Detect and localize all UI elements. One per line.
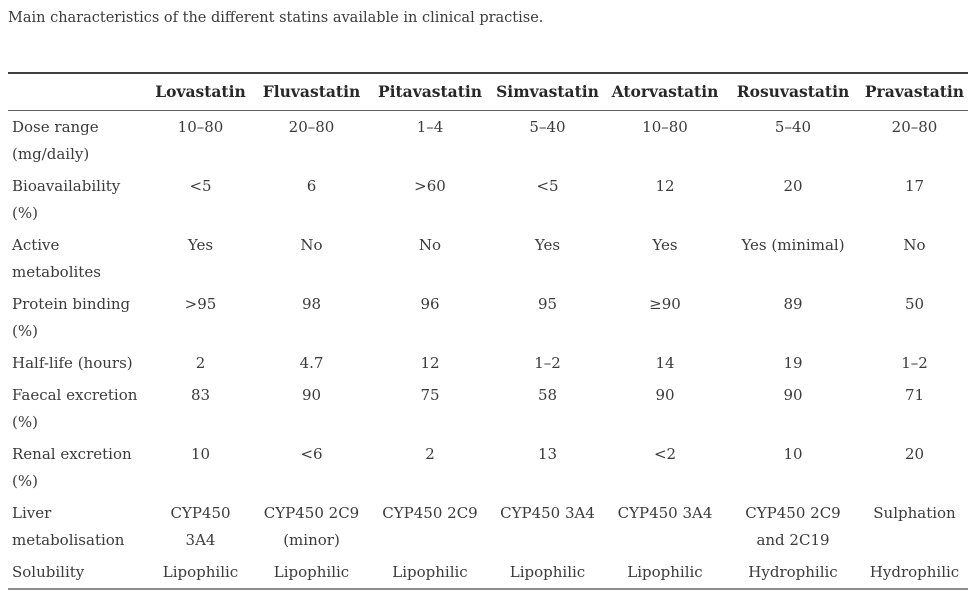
cell: 20–80 bbox=[288, 118, 335, 136]
statin-characteristics-table: Lovastatin Fluvastatin Pitavastatin Simvast… bbox=[8, 72, 968, 590]
row-label: Dose range (mg/daily) bbox=[12, 118, 99, 163]
table-header: Lovastatin Fluvastatin Pitavastatin Simvast… bbox=[8, 73, 968, 111]
cell: CYP450 3A4 bbox=[170, 504, 231, 549]
row-label: Bioavailability (%) bbox=[12, 177, 121, 222]
cell: >60 bbox=[414, 177, 446, 195]
column-header-fluvastatin: Fluvastatin bbox=[253, 73, 370, 111]
cell: 1–2 bbox=[534, 354, 561, 372]
cell: 10 bbox=[783, 445, 803, 463]
cell: Yes bbox=[652, 236, 678, 254]
table-row: Bioavailability (%) <5 6 >60 <5 12 20 17 bbox=[8, 170, 968, 229]
cell: 50 bbox=[904, 295, 925, 313]
cell: Sulphation bbox=[873, 504, 956, 522]
cell: <2 bbox=[653, 445, 677, 463]
header-row: Lovastatin Fluvastatin Pitavastatin Simvast… bbox=[8, 73, 968, 111]
cell: No bbox=[300, 236, 323, 254]
cell: Lipophilic bbox=[627, 563, 703, 581]
cell: 20 bbox=[904, 445, 925, 463]
table-row: Protein binding (%) >95 98 96 95 ≥90 89 50 bbox=[8, 288, 968, 347]
cell: CYP450 3A4 bbox=[500, 504, 595, 522]
row-label: Half-life (hours) bbox=[12, 354, 133, 372]
column-header-rosuvastatin: Rosuvastatin bbox=[725, 73, 861, 111]
cell: 71 bbox=[904, 386, 925, 404]
table-row: Solubility Lipophilic Lipophilic Lipophilic… bbox=[8, 556, 968, 589]
cell: 6 bbox=[306, 177, 317, 195]
row-label: Faecal excretion (%) bbox=[12, 386, 138, 431]
cell: 12 bbox=[420, 354, 440, 372]
table-row: Faecal excretion (%) 83 90 75 58 90 90 71 bbox=[8, 379, 968, 438]
cell: Lipophilic bbox=[162, 563, 239, 581]
cell: 20–80 bbox=[891, 118, 938, 136]
row-label: Liver metabolisation bbox=[12, 504, 125, 549]
table-row: Liver metabolisation CYP450 3A4 CYP450 2C9 (m… bbox=[8, 497, 968, 556]
cell: <5 bbox=[189, 177, 212, 195]
cell: <5 bbox=[536, 177, 559, 195]
cell: 10–80 bbox=[642, 118, 688, 136]
cell: 90 bbox=[783, 386, 803, 404]
cell: 98 bbox=[301, 295, 322, 313]
cell: 14 bbox=[655, 354, 675, 372]
cell: 13 bbox=[537, 445, 558, 463]
column-header-pravastatin: Pravastatin bbox=[861, 73, 968, 111]
cell: CYP450 2C9 bbox=[382, 504, 478, 522]
cell: 95 bbox=[537, 295, 558, 313]
cell: 20 bbox=[783, 177, 803, 195]
cell: 5–40 bbox=[529, 118, 566, 136]
column-header-lovastatin: Lovastatin bbox=[148, 73, 253, 111]
table-row: Active metabolites Yes No No Yes Yes Yes (minim… bbox=[8, 229, 968, 288]
table-row: Dose range (mg/daily) 10–80 20–80 1–4 5–40 10–… bbox=[8, 111, 968, 171]
cell: 19 bbox=[783, 354, 803, 372]
cell: Lipophilic bbox=[392, 563, 468, 581]
table-row: Half-life (hours) 2 4.7 12 1–2 14 19 1–2 bbox=[8, 347, 968, 379]
cell: 12 bbox=[655, 177, 675, 195]
cell: 10–80 bbox=[177, 118, 224, 136]
column-header-empty bbox=[8, 73, 148, 111]
cell: CYP450 2C9 and 2C19 bbox=[745, 504, 841, 549]
cell: 96 bbox=[420, 295, 440, 313]
cell: Yes bbox=[534, 236, 561, 254]
row-label: Solubility bbox=[12, 563, 85, 581]
cell: Yes bbox=[187, 236, 214, 254]
cell: 90 bbox=[655, 386, 675, 404]
cell: Hydrophilic bbox=[748, 563, 838, 581]
cell: 75 bbox=[420, 386, 440, 404]
cell: Hydrophilic bbox=[869, 563, 960, 581]
cell: 10 bbox=[190, 445, 211, 463]
row-label: Active metabolites bbox=[12, 236, 101, 281]
cell: CYP450 3A4 bbox=[617, 504, 713, 522]
column-header-pitavastatin: Pitavastatin bbox=[370, 73, 490, 111]
cell: 90 bbox=[301, 386, 322, 404]
table-caption: Main characteristics of the different st… bbox=[8, 10, 544, 26]
table-row: Renal excretion (%) 10 <6 2 13 <2 10 20 bbox=[8, 438, 968, 497]
cell: 1–2 bbox=[901, 354, 928, 372]
cell: 2 bbox=[195, 354, 206, 372]
column-header-simvastatin: Simvastatin bbox=[490, 73, 605, 111]
page: Main characteristics of the different st… bbox=[8, 10, 968, 590]
cell: ≥90 bbox=[649, 295, 681, 313]
cell: 2 bbox=[425, 445, 435, 463]
cell: Lipophilic bbox=[273, 563, 350, 581]
cell: 89 bbox=[783, 295, 803, 313]
cell: CYP450 2C9 (minor) bbox=[263, 504, 360, 549]
cell: 83 bbox=[190, 386, 211, 404]
cell: Lipophilic bbox=[509, 563, 586, 581]
cell: 58 bbox=[537, 386, 558, 404]
row-label: Protein binding (%) bbox=[12, 295, 131, 340]
cell: 1–4 bbox=[416, 118, 444, 136]
cell: No bbox=[903, 236, 926, 254]
cell: <6 bbox=[300, 445, 323, 463]
cell: >95 bbox=[184, 295, 217, 313]
row-label: Renal excretion (%) bbox=[12, 445, 132, 490]
cell: 5–40 bbox=[774, 118, 812, 136]
table-body: Dose range (mg/daily) 10–80 20–80 1–4 5–40 10–… bbox=[8, 111, 968, 590]
column-header-atorvastatin: Atorvastatin bbox=[605, 73, 725, 111]
cell: 4.7 bbox=[299, 354, 324, 372]
cell: Yes (minimal) bbox=[741, 236, 845, 254]
cell: No bbox=[418, 236, 442, 254]
cell: 17 bbox=[904, 177, 925, 195]
